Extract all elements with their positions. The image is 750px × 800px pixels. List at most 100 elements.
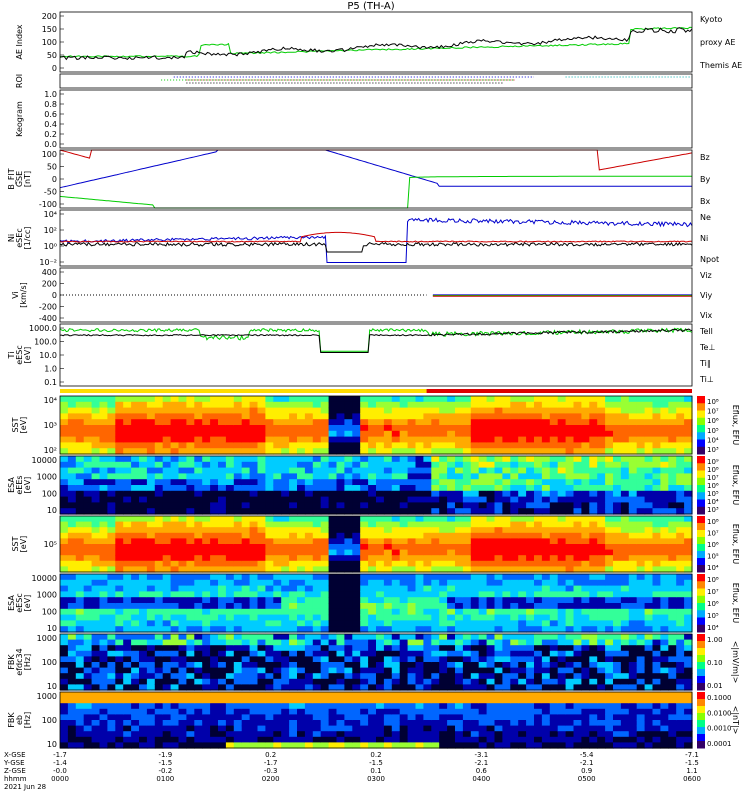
heatmap-cell xyxy=(233,591,243,598)
heatmap-cell xyxy=(257,521,266,528)
heatmap-cell xyxy=(494,656,503,663)
heatmap-cell xyxy=(447,448,456,455)
heatmap-cell xyxy=(328,608,338,616)
heatmap-cell xyxy=(107,419,116,426)
heatmap-cell xyxy=(91,591,101,598)
heatmap-cell xyxy=(605,703,614,710)
heatmap-cell xyxy=(557,731,567,738)
heatmap-cell xyxy=(526,725,535,732)
heatmap-cell xyxy=(589,521,598,528)
heatmap-cell xyxy=(304,703,314,710)
heatmap-cell xyxy=(186,496,195,503)
heatmap-cell xyxy=(360,574,369,581)
heatmap-cell xyxy=(139,461,148,469)
heatmap-cell xyxy=(178,538,187,545)
heatmap-cell xyxy=(660,579,669,587)
heatmap-cell xyxy=(289,396,298,403)
heatmap-cell xyxy=(241,448,251,455)
heatmap-cell xyxy=(494,620,503,627)
heatmap-cell xyxy=(589,591,598,598)
heatmap-cell xyxy=(312,650,322,657)
heatmap-cell xyxy=(249,396,259,403)
heatmap-cell xyxy=(597,591,606,598)
panel-fbk2: FBK eb [Hz]1000100100.10000.01000.00100.00… xyxy=(7,691,740,749)
heatmap-cell xyxy=(652,645,661,652)
heatmap-cell xyxy=(170,430,180,438)
heatmap-cell xyxy=(281,485,290,492)
heatmap-cell xyxy=(613,560,622,567)
heatmap-cell xyxy=(281,731,290,738)
heatmap-cell xyxy=(297,549,306,556)
heatmap-cell xyxy=(534,473,543,480)
heatmap-cell xyxy=(241,566,251,573)
heatmap-cell xyxy=(399,490,409,498)
heatmap-cell xyxy=(170,579,180,587)
heatmap-cell xyxy=(557,479,567,486)
heatmap-cell xyxy=(502,574,511,581)
heatmap-cell xyxy=(628,673,638,680)
heatmap-cell xyxy=(383,560,393,567)
heatmap-cell xyxy=(534,714,543,721)
heatmap-cell xyxy=(336,538,345,545)
heatmap-cell xyxy=(573,634,582,641)
heatmap-cell xyxy=(541,603,551,610)
heatmap-cell xyxy=(541,413,551,420)
heatmap-cell xyxy=(210,502,219,509)
heatmap-cell xyxy=(123,703,132,710)
heatmap-cell xyxy=(462,566,472,573)
heatmap-cell xyxy=(123,436,132,443)
heatmap-cell xyxy=(447,603,456,610)
heatmap-cell xyxy=(494,555,503,562)
heatmap-cell xyxy=(541,662,551,669)
heatmap-cell xyxy=(478,473,488,480)
heatmap-cell xyxy=(210,614,219,621)
heatmap-cell xyxy=(636,461,646,469)
heatmap-cell xyxy=(526,708,535,715)
heatmap-cell xyxy=(289,473,298,480)
heatmap-cell xyxy=(131,485,140,492)
heatmap-cell xyxy=(75,692,85,699)
heatmap-cell xyxy=(336,650,345,657)
heatmap-cell xyxy=(407,461,417,469)
ytick-vi: 200 xyxy=(42,280,57,289)
heatmap-cell xyxy=(249,490,259,498)
heatmap-cell xyxy=(581,742,590,749)
heatmap-cell xyxy=(526,656,535,663)
heatmap-cell xyxy=(478,603,488,610)
heatmap-cell xyxy=(565,538,575,545)
heatmap-cell xyxy=(312,467,322,474)
heatmap-cell xyxy=(439,456,448,463)
heatmap-cell xyxy=(470,442,480,449)
heatmap-cell xyxy=(628,467,638,474)
heatmap-cell xyxy=(628,662,638,669)
heatmap-cell xyxy=(186,479,195,486)
heatmap-cell xyxy=(225,538,235,545)
heatmap-cell xyxy=(241,714,251,721)
heatmap-cell xyxy=(60,708,69,715)
heatmap-cell xyxy=(415,560,424,567)
heatmap-cell xyxy=(241,430,251,438)
heatmap-cell xyxy=(660,508,669,515)
heatmap-cell xyxy=(67,650,77,657)
heatmap-cell xyxy=(502,684,511,691)
heatmap-cell xyxy=(391,407,401,414)
heatmap-cell xyxy=(249,442,259,449)
heatmap-cell xyxy=(605,502,614,509)
heatmap-cell xyxy=(75,473,85,480)
heatmap-cell xyxy=(162,626,172,633)
heatmap-cell xyxy=(407,436,417,443)
heatmap-cell xyxy=(383,656,393,663)
heatmap-cell xyxy=(241,673,251,680)
heatmap-cell xyxy=(265,703,274,710)
heatmap-cell xyxy=(684,425,693,432)
heatmap-cell xyxy=(462,703,472,710)
heatmap-cell xyxy=(660,667,669,674)
heatmap-cell xyxy=(660,485,669,492)
heatmap-cell xyxy=(289,662,298,669)
heatmap-cell xyxy=(107,656,116,663)
heatmap-cell xyxy=(668,639,677,646)
cbtick-sst2: 10⁷ xyxy=(707,530,719,538)
heatmap-cell xyxy=(60,725,69,732)
heatmap-cell xyxy=(257,436,266,443)
heatmap-cell xyxy=(289,620,298,627)
